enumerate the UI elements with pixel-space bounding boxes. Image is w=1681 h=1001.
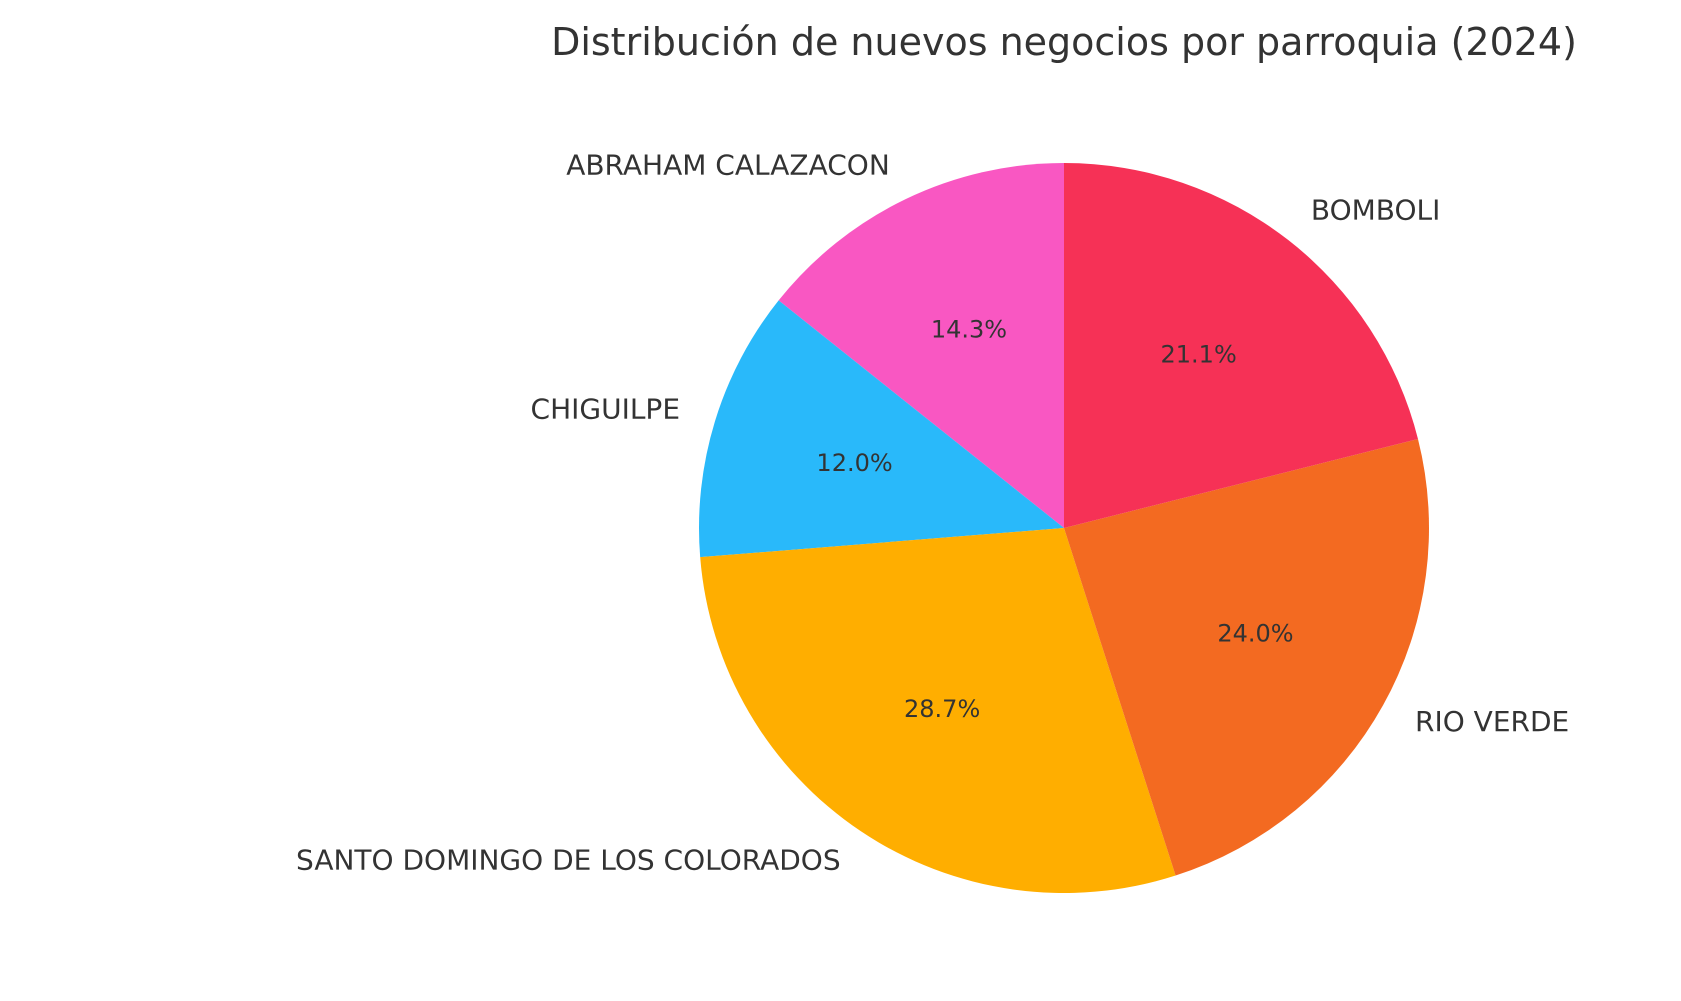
pie-slice [778, 163, 1064, 528]
slice-percent-label: 12.0% [816, 449, 892, 477]
slice-percent-label: 28.7% [904, 695, 980, 723]
slice-label: ABRAHAM CALAZACON [566, 148, 890, 181]
chart-title: Distribución de nuevos negocios por parr… [551, 20, 1577, 64]
slice-percent-label: 24.0% [1217, 619, 1293, 647]
pie-slice [699, 300, 1064, 558]
slice-label: SANTO DOMINGO DE LOS COLORADOS [296, 844, 841, 877]
slice-percent-label: 14.3% [931, 316, 1007, 344]
pie-slice [700, 528, 1176, 893]
pie-slices [699, 163, 1429, 893]
pie-slice [1064, 438, 1429, 876]
slice-label: RIO VERDE [1415, 705, 1569, 738]
slice-label: BOMBOLI [1311, 193, 1441, 226]
slice-percent-label: 21.1% [1161, 340, 1237, 368]
slice-label: CHIGUILPE [531, 393, 681, 426]
pie-slice [1064, 163, 1418, 528]
pie-labels: ABRAHAM CALAZACON 14.3% CHIGUILPE 12.0% SANT… [296, 148, 1569, 876]
